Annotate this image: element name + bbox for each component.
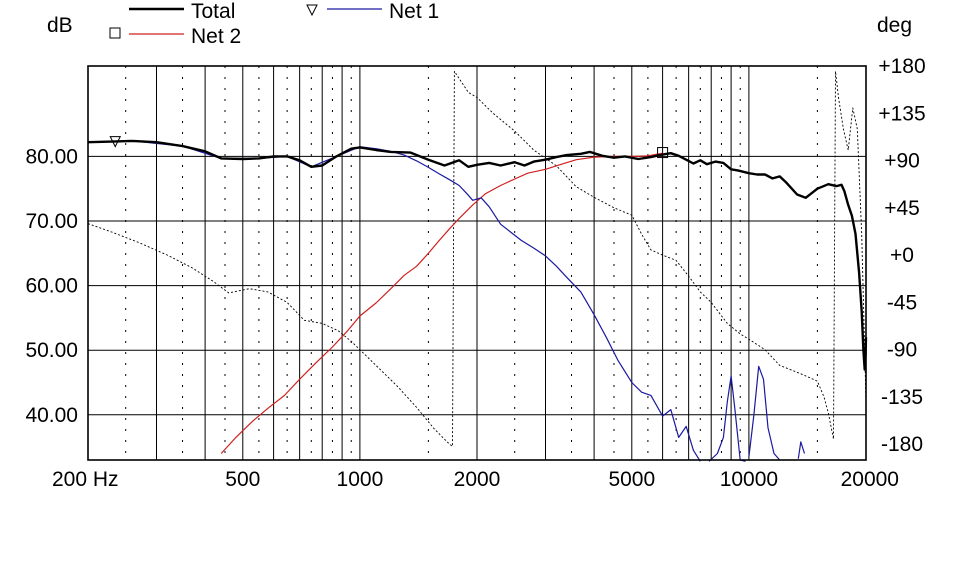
y-right-tick-labels: +180 +135 +90 +45 +0 -45 -90 -135 -180 (878, 55, 925, 456)
legend-item-net2: Net 2 (109, 25, 241, 48)
series-total (87, 139, 868, 371)
y-right-tick-label: -180 (881, 433, 923, 456)
series-net-2 (220, 152, 663, 454)
x-tick-label: 200 Hz (52, 468, 119, 491)
triangle-icon (306, 4, 318, 17)
series-phase (87, 70, 867, 447)
y-left-tick-label: 80.00 (25, 145, 78, 168)
legend-item-net1: Net 1 (306, 0, 439, 23)
plot-frame (87, 65, 867, 461)
series-net-1 (87, 140, 701, 462)
legend: Total Net 1 Net 2 (109, 0, 439, 48)
y-left-tick-label: 50.00 (25, 339, 78, 362)
y-right-axis-label: deg (877, 14, 912, 37)
x-tick-labels: 200 Hz 500 1000 2000 5000 10000 20000 (52, 468, 899, 491)
legend-label-net2: Net 2 (191, 25, 241, 48)
y-right-tick-label: +180 (878, 55, 925, 78)
legend-item-total: Total (129, 0, 235, 23)
legend-label-net1: Net 1 (389, 0, 439, 23)
y-right-tick-label: +45 (884, 197, 920, 220)
y-left-tick-label: 70.00 (25, 210, 78, 233)
series-net-1-hf (708, 375, 746, 462)
y-left-axis-label: dB (47, 14, 73, 37)
trace-markers (109, 136, 669, 159)
y-left-tick-label: 40.00 (25, 404, 78, 427)
y-right-tick-label: +90 (884, 150, 920, 173)
y-right-tick-label: -90 (887, 339, 917, 362)
y-right-tick-label: +0 (890, 244, 914, 267)
x-tick-label: 2000 (454, 468, 501, 491)
legend-label-total: Total (191, 0, 235, 23)
x-tick-label: 10000 (720, 468, 778, 491)
y-right-tick-label: -135 (881, 386, 923, 409)
grid (87, 66, 867, 460)
y-left-tick-labels: 80.00 70.00 60.00 50.00 40.00 (25, 145, 78, 426)
traces (87, 70, 868, 462)
y-right-tick-label: +135 (878, 102, 925, 125)
x-tick-label: 500 (225, 468, 260, 491)
square-marker (657, 147, 669, 159)
series-net-1-hf3 (797, 441, 806, 459)
y-left-tick-label: 60.00 (25, 275, 78, 298)
y-right-tick-label: -45 (887, 291, 917, 314)
square-icon (109, 27, 121, 39)
x-tick-label: 1000 (337, 468, 384, 491)
x-tick-label: 20000 (841, 468, 899, 491)
triangle-marker (109, 136, 122, 148)
series-net-1-hf2 (748, 365, 781, 461)
x-tick-label: 5000 (608, 468, 655, 491)
